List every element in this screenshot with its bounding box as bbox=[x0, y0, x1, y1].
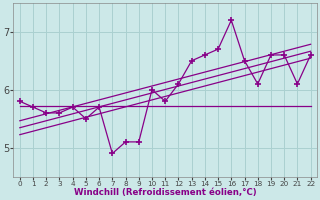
X-axis label: Windchill (Refroidissement éolien,°C): Windchill (Refroidissement éolien,°C) bbox=[74, 188, 257, 197]
